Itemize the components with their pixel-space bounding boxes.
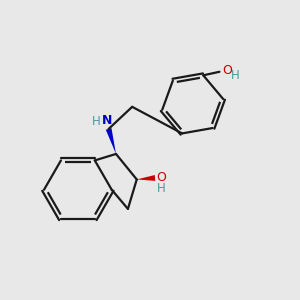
Polygon shape [106,128,116,154]
Text: H: H [230,69,239,82]
Text: N: N [102,114,112,127]
Text: O: O [157,172,166,184]
Text: H: H [157,182,166,195]
Polygon shape [137,175,155,181]
Text: O: O [222,64,232,77]
Text: H: H [92,115,100,128]
